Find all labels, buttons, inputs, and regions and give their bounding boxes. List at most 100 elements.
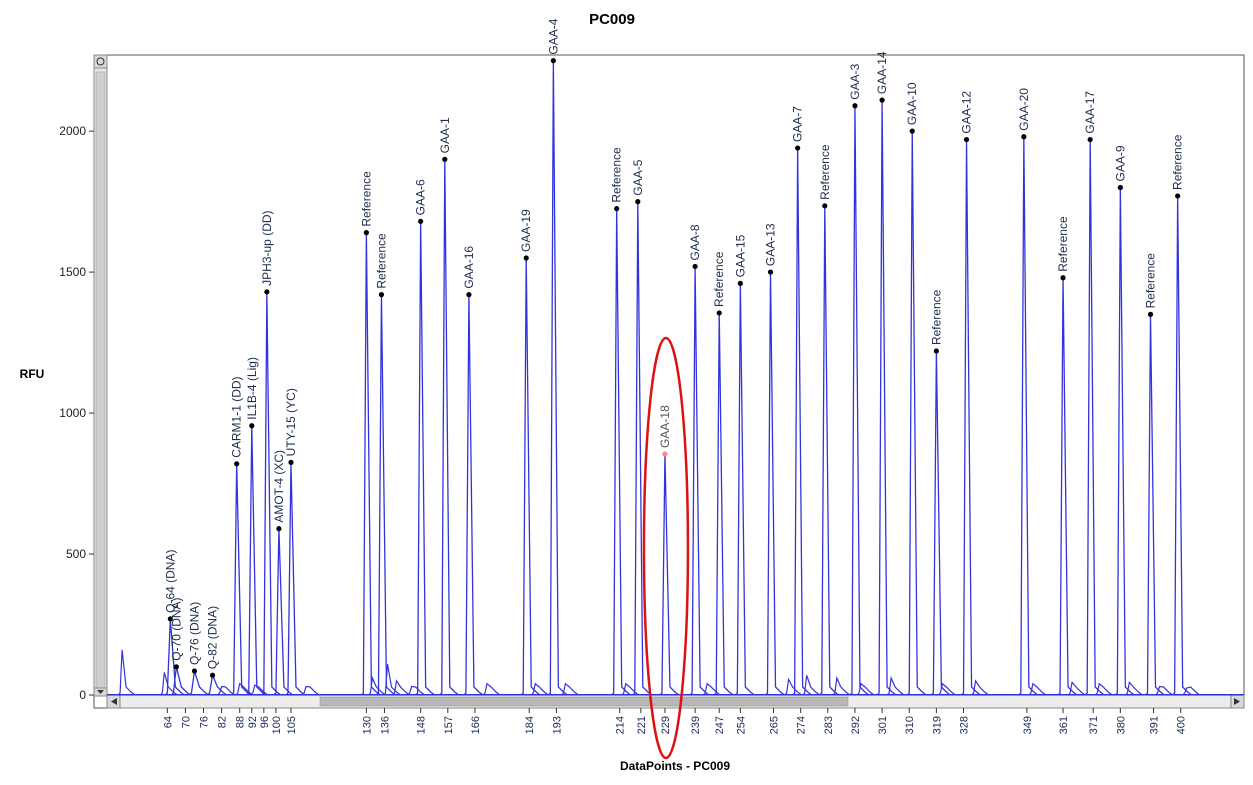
peak-label: JPH3-up (DD) — [260, 210, 274, 285]
chart-title: PC009 — [589, 11, 635, 28]
peak-label-group: Q-64 (DNA)Q-70 (DNA) Q-76 (DNA) Q-82 (DNA)… — [163, 18, 1185, 678]
peak-marker — [737, 280, 743, 286]
x-tick-label: 292 — [850, 716, 862, 734]
peak-trace — [1114, 187, 1135, 696]
peak-label: Reference — [712, 251, 726, 307]
peak-marker — [363, 230, 369, 236]
plot-frame — [93, 54, 1245, 709]
peak-marker — [1117, 184, 1123, 191]
y-axis-label: RFU — [20, 367, 45, 381]
peak-label: GAA-1 — [438, 117, 452, 153]
x-tick-label: 254 — [735, 716, 747, 734]
peak-trace — [689, 266, 710, 696]
peak-marker — [879, 97, 885, 103]
peak-label: GAA-17 — [1083, 91, 1097, 134]
vertical-scroll-thumb[interactable] — [95, 71, 106, 691]
horizontal-scrollbar[interactable] — [106, 694, 1245, 709]
peak-label: IL1B-4 (Lig) — [245, 357, 259, 420]
peak-marker — [1147, 311, 1154, 317]
x-tick-label: 301 — [877, 716, 889, 734]
x-tick-label: 391 — [1149, 716, 1161, 734]
peak-label: CARM1-1 (DD) — [230, 376, 244, 457]
peak-label: Reference — [818, 144, 832, 200]
minor-peak — [217, 685, 235, 696]
peak-trace — [463, 294, 484, 696]
scroll-right-icon[interactable] — [1230, 694, 1245, 709]
peak-trace — [819, 205, 840, 696]
x-tick-label: 400 — [1176, 716, 1188, 734]
peak-marker — [716, 310, 722, 316]
x-tick-label: 70 — [180, 716, 192, 728]
peak-marker — [1087, 136, 1093, 143]
peak-trace — [189, 670, 209, 696]
x-axis-label: DataPoints - PC009 — [620, 759, 730, 773]
x-tick-label: 247 — [714, 716, 726, 734]
peak-trace — [246, 425, 267, 696]
peak-trace — [1084, 139, 1105, 696]
scroll-down-icon[interactable] — [93, 687, 108, 697]
minor-peak — [117, 649, 136, 696]
x-tick-label: 328 — [959, 716, 971, 734]
scroll-left-icon[interactable] — [106, 694, 121, 709]
trace-group — [107, 60, 1244, 696]
minor-peak — [1155, 685, 1173, 696]
minor-peak — [886, 675, 905, 696]
peak-label: GAA-18 — [658, 405, 672, 448]
peak-trace — [713, 312, 734, 696]
peak-label: Reference — [374, 233, 388, 289]
horizontal-scroll-thumb[interactable] — [319, 696, 849, 707]
peak-marker — [191, 668, 198, 674]
peak-trace — [906, 131, 927, 696]
peak-trace — [207, 672, 227, 696]
scroll-up-icon[interactable] — [93, 54, 108, 69]
minor-peak — [1067, 680, 1086, 696]
peak-label: GAA-6 — [414, 179, 428, 215]
peak-label: Q-64 (DNA) — [163, 550, 177, 613]
minor-peak — [856, 682, 875, 696]
x-tick-label: 100 — [271, 716, 283, 734]
x-tick-label: 214 — [615, 716, 627, 734]
peak-label: GAA-5 — [631, 159, 645, 195]
minor-peak — [530, 682, 549, 696]
peak-label: UTY-15 (YC) — [284, 388, 298, 456]
peak-marker — [418, 218, 424, 224]
peak-marker — [767, 269, 774, 275]
peak-marker — [635, 199, 641, 205]
peak-trace — [1172, 195, 1193, 696]
x-tick-label: 371 — [1088, 716, 1100, 734]
peak-marker — [249, 423, 255, 429]
x-tick-label: 361 — [1058, 716, 1070, 734]
peak-label: GAA-3 — [848, 63, 862, 99]
peak-marker — [276, 526, 282, 532]
x-tick-label: 92 — [247, 716, 259, 728]
peak-trace — [961, 139, 981, 696]
peak-label: Reference — [1144, 253, 1158, 309]
peak-trace — [285, 462, 306, 696]
peak-marker — [614, 206, 620, 212]
peak-marker — [692, 263, 698, 270]
minor-peak — [482, 682, 501, 696]
peak-trace — [547, 60, 568, 696]
peak-marker — [234, 461, 240, 467]
x-tick-label: 130 — [361, 716, 373, 734]
x-tick-label: 221 — [636, 716, 648, 734]
peak-label: GAA-16 — [462, 246, 476, 289]
y-tick-label: 500 — [66, 547, 86, 561]
peak-label: Reference — [359, 171, 373, 227]
x-tick-label: 310 — [904, 716, 916, 734]
peak-label: GAA-13 — [764, 223, 778, 266]
x-tick-label: 157 — [443, 716, 455, 734]
peak-label: GAA-20 — [1017, 88, 1031, 131]
x-tick-label: 184 — [524, 716, 536, 734]
peak-label: GAA-9 — [1113, 145, 1127, 181]
peak-label: GAA-7 — [791, 106, 805, 142]
peak-label: GAA-4 — [546, 18, 560, 54]
peak-marker — [1021, 134, 1027, 140]
peak-marker — [378, 292, 385, 298]
peak-trace — [792, 148, 813, 696]
minor-peak — [407, 685, 425, 696]
y-tick-label: 0 — [79, 688, 86, 702]
vertical-scrollbar[interactable] — [93, 54, 108, 697]
x-tick-label: 136 — [379, 716, 391, 734]
